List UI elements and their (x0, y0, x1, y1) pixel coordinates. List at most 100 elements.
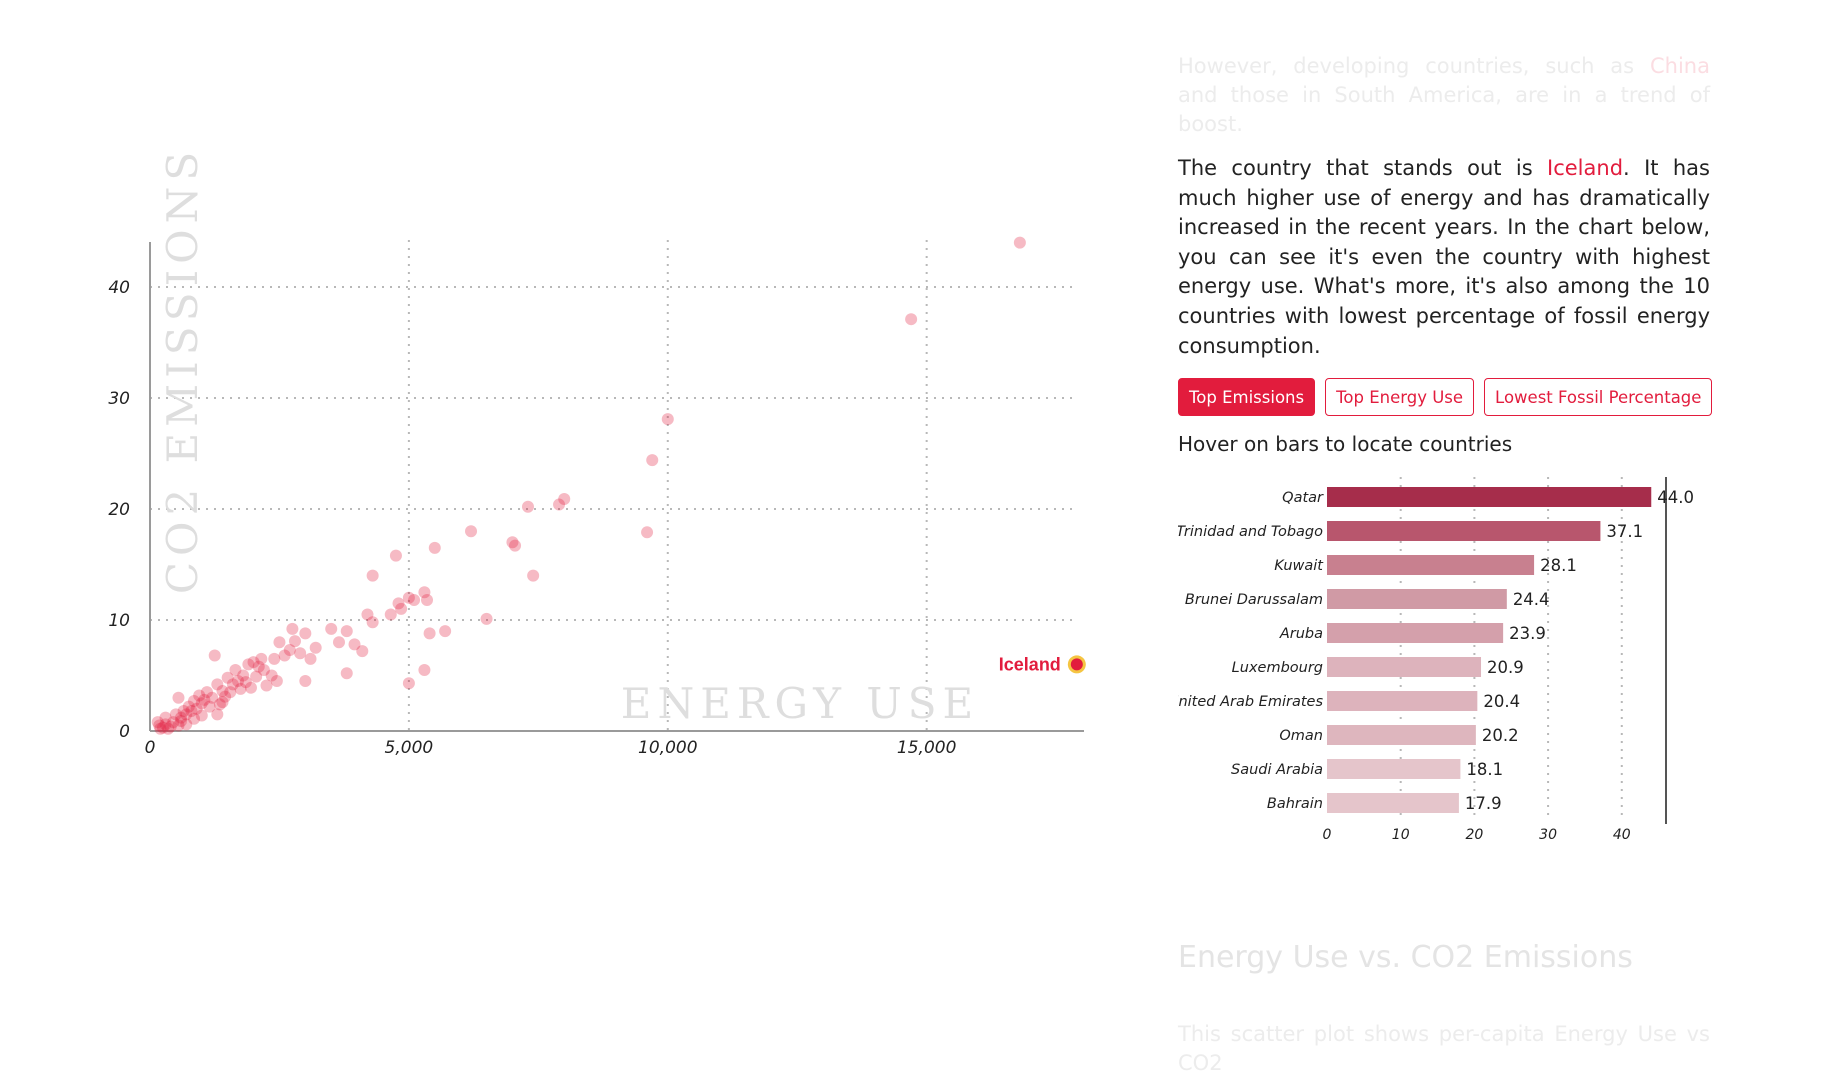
scatter-point[interactable] (169, 708, 182, 721)
country-bar[interactable] (1327, 487, 1652, 507)
scatter-point[interactable] (244, 681, 257, 694)
scatter-point[interactable] (211, 678, 224, 691)
scatter-point[interactable] (247, 656, 260, 669)
scatter-point[interactable] (172, 691, 185, 704)
scatter-point[interactable] (348, 638, 361, 651)
scatter-point[interactable] (402, 591, 415, 604)
scatter-point[interactable] (332, 636, 345, 649)
scatter-point[interactable] (229, 663, 242, 676)
scatter-point[interactable] (239, 676, 252, 689)
scatter-point[interactable] (172, 719, 185, 732)
scatter-point[interactable] (340, 625, 353, 638)
scatter-point[interactable] (257, 663, 270, 676)
scatter-point[interactable] (211, 708, 224, 721)
scatter-point[interactable] (206, 691, 219, 704)
scatter-point[interactable] (164, 720, 177, 733)
scatter-point[interactable] (278, 649, 291, 662)
scatter-point[interactable] (553, 498, 566, 511)
scatter-point[interactable] (154, 722, 167, 735)
scatter-point[interactable] (270, 675, 283, 688)
scatter-point[interactable] (175, 711, 188, 724)
scatter-point[interactable] (159, 718, 172, 731)
scatter-point[interactable] (558, 493, 571, 506)
scatter-point[interactable] (402, 677, 415, 690)
scatter-point[interactable] (219, 690, 232, 703)
scatter-point[interactable] (480, 612, 493, 625)
scatter-point[interactable] (250, 670, 263, 683)
scatter-point[interactable] (221, 671, 234, 684)
scatter-point[interactable] (408, 594, 421, 607)
scatter-point[interactable] (521, 500, 534, 513)
country-bar[interactable] (1327, 759, 1461, 779)
scatter-point[interactable] (423, 627, 436, 640)
scatter-point[interactable] (646, 454, 659, 467)
scatter-point[interactable] (509, 539, 522, 552)
country-bar[interactable] (1327, 691, 1478, 711)
scatter-point[interactable] (200, 686, 213, 699)
scatter-point[interactable] (283, 643, 296, 656)
scatter-point[interactable] (180, 718, 193, 731)
scatter-point[interactable] (506, 536, 519, 549)
scatter-point[interactable] (304, 652, 317, 665)
scatter-point[interactable] (395, 602, 408, 615)
tab-lowest-fossil-percentage[interactable]: Lowest Fossil Percentage (1484, 378, 1713, 416)
scatter-point[interactable] (213, 698, 226, 711)
scatter-point[interactable] (260, 679, 273, 692)
scatter-point[interactable] (268, 652, 281, 665)
scatter-point[interactable] (237, 669, 250, 682)
scatter-point[interactable] (167, 716, 180, 729)
scatter-point[interactable] (234, 682, 247, 695)
scatter-point[interactable] (190, 702, 203, 715)
scatter-point[interactable] (226, 678, 239, 691)
scatter-point[interactable] (384, 608, 397, 621)
iceland-point[interactable] (1070, 658, 1083, 671)
scatter-point[interactable] (418, 586, 431, 599)
scatter-point[interactable] (208, 649, 221, 662)
scatter-point[interactable] (242, 658, 255, 671)
scatter-point[interactable] (299, 627, 312, 640)
scatter-point[interactable] (203, 700, 216, 713)
scatter-point[interactable] (366, 569, 379, 582)
scatter-point[interactable] (294, 647, 307, 660)
scatter-point[interactable] (421, 594, 434, 607)
tab-top-emissions[interactable]: Top Emissions (1178, 378, 1316, 416)
scatter-point[interactable] (188, 695, 201, 708)
country-bar[interactable] (1327, 725, 1476, 745)
scatter-point[interactable] (175, 715, 188, 728)
scatter-point[interactable] (361, 608, 374, 621)
scatter-point[interactable] (527, 569, 540, 582)
scatter-point[interactable] (252, 660, 265, 673)
scatter-point[interactable] (325, 622, 338, 635)
scatter-point[interactable] (185, 705, 198, 718)
scatter-point[interactable] (193, 689, 206, 702)
scatter-point[interactable] (905, 313, 918, 326)
scatter-point[interactable] (153, 719, 166, 732)
tab-top-energy-use[interactable]: Top Energy Use (1325, 378, 1475, 416)
scatter-point[interactable] (392, 597, 405, 610)
scatter-point[interactable] (465, 525, 478, 538)
scatter-point[interactable] (216, 696, 229, 709)
scatter-point[interactable] (661, 413, 674, 426)
country-bar[interactable] (1327, 589, 1507, 609)
scatter-point[interactable] (288, 635, 301, 648)
country-bar[interactable] (1327, 623, 1504, 643)
scatter-point[interactable] (356, 645, 369, 658)
scatter-point[interactable] (216, 685, 229, 698)
scatter-point[interactable] (151, 716, 164, 729)
country-bar[interactable] (1327, 521, 1601, 541)
scatter-point[interactable] (309, 641, 322, 654)
scatter-point[interactable] (366, 616, 379, 629)
country-bar[interactable] (1327, 793, 1459, 813)
scatter-point[interactable] (641, 526, 654, 539)
scatter-point[interactable] (389, 549, 402, 562)
scatter-point[interactable] (340, 667, 353, 680)
scatter-point[interactable] (188, 712, 201, 725)
scatter-point[interactable] (195, 709, 208, 722)
scatter-point[interactable] (177, 705, 190, 718)
scatter-point[interactable] (286, 622, 299, 635)
scatter-point[interactable] (1013, 236, 1026, 249)
scatter-point[interactable] (232, 675, 245, 688)
scatter-point[interactable] (418, 663, 431, 676)
scatter-point[interactable] (180, 708, 193, 721)
scatter-point[interactable] (428, 541, 441, 554)
